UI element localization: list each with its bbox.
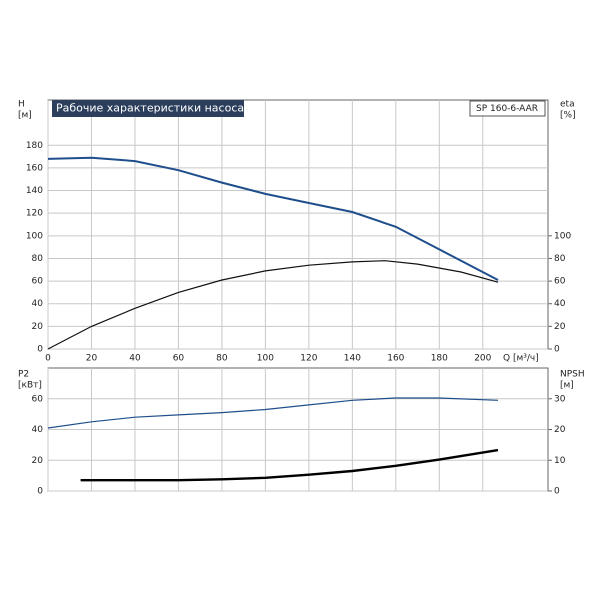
y-tick-label: 60 xyxy=(32,394,44,404)
y-axis-label: H xyxy=(18,100,25,110)
y2-tick-label: 10 xyxy=(554,456,566,466)
x-axis-label: Q [м³/ч] xyxy=(503,354,539,364)
y2-tick-label: 0 xyxy=(554,345,560,355)
subtitle-box xyxy=(469,100,546,117)
series-line xyxy=(80,448,499,482)
chart-subtitle: SP 160-6-AAR xyxy=(476,104,538,114)
x-tick-label: 200 xyxy=(474,354,491,364)
x-tick-label: 60 xyxy=(173,354,185,364)
y-tick-label: 0 xyxy=(37,487,43,497)
y-tick-label: 100 xyxy=(26,231,43,241)
y2-tick-label: 0 xyxy=(554,487,560,497)
series-line xyxy=(47,156,499,281)
y-tick-label: 20 xyxy=(32,322,44,332)
y-tick-label: 140 xyxy=(26,186,43,196)
y-tick-label: 120 xyxy=(26,209,43,219)
y-axis-label: P2 xyxy=(18,370,29,380)
y2-axis-label: [м] xyxy=(560,381,574,391)
title-box xyxy=(52,100,244,117)
y-tick-label: 60 xyxy=(32,277,44,287)
y2-tick-label: 100 xyxy=(554,231,571,241)
y-tick-label: 160 xyxy=(26,163,43,173)
series-line xyxy=(47,260,499,350)
x-tick-label: 100 xyxy=(257,354,274,364)
y2-tick-label: 20 xyxy=(554,322,566,332)
y2-axis-label: [%] xyxy=(560,111,576,121)
y-tick-label: 80 xyxy=(32,254,44,264)
y-axis-label: [м] xyxy=(18,111,32,121)
x-tick-label: 140 xyxy=(344,354,361,364)
y2-tick-label: 30 xyxy=(554,394,566,404)
x-tick-label: 180 xyxy=(431,354,448,364)
chart-title: Рабочие характеристики насоса xyxy=(56,102,244,115)
y-tick-label: 20 xyxy=(32,456,44,466)
y-tick-label: 40 xyxy=(32,299,44,309)
y-axis-label: [кВт] xyxy=(18,381,42,391)
x-tick-label: 160 xyxy=(387,354,404,364)
y2-axis-label: NPSH xyxy=(560,370,585,380)
y-tick-label: 180 xyxy=(26,141,43,151)
series-line xyxy=(47,397,499,429)
x-tick-label: 120 xyxy=(300,354,317,364)
x-tick-label: 0 xyxy=(45,354,51,364)
y-tick-label: 40 xyxy=(32,425,44,435)
x-tick-label: 80 xyxy=(216,354,228,364)
y2-tick-label: 60 xyxy=(554,277,566,287)
y-tick-label: 0 xyxy=(37,345,43,355)
y2-tick-label: 40 xyxy=(554,299,566,309)
y2-tick-label: 20 xyxy=(554,425,566,435)
y2-axis-label: eta xyxy=(560,100,575,110)
x-tick-label: 40 xyxy=(129,354,141,364)
x-tick-label: 20 xyxy=(86,354,98,364)
y2-tick-label: 80 xyxy=(554,254,566,264)
plot-area xyxy=(47,99,549,350)
